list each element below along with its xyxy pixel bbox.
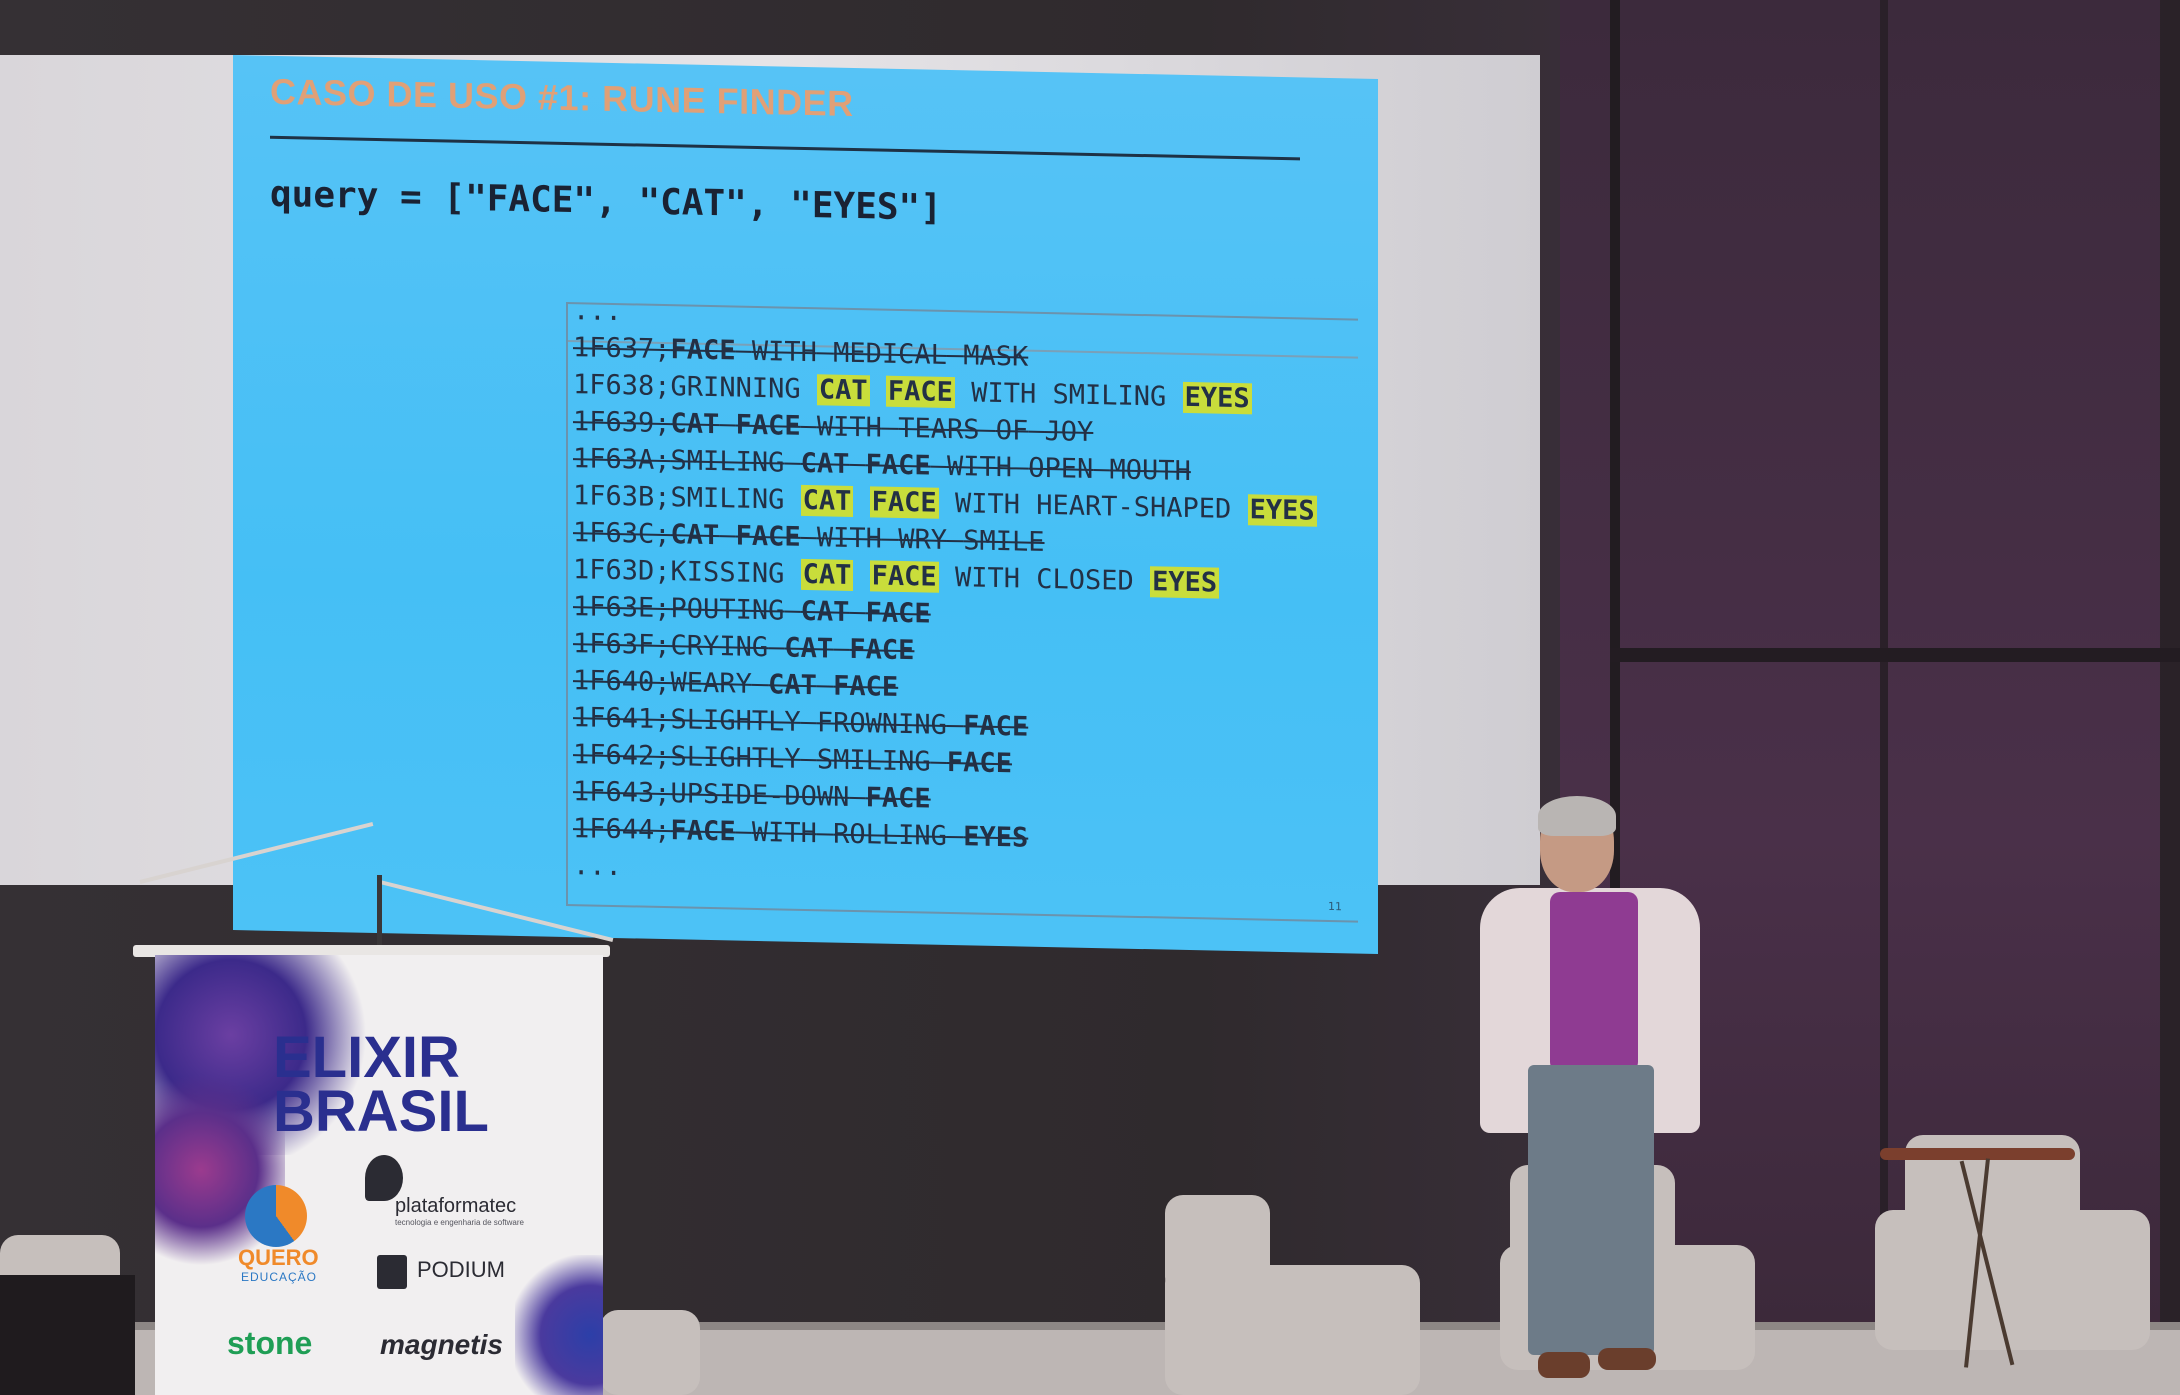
podium-logo: PODIUM xyxy=(417,1257,505,1282)
plataformatec-logo: plataformatec xyxy=(395,1195,517,1217)
magnetis-logo: magnetis xyxy=(380,1329,503,1360)
query-code: query = ["FACE", "CAT", "EYES"] xyxy=(270,173,942,229)
lounge-chair xyxy=(600,1310,700,1395)
plataformatec-tagline: tecnologia e engenharia de software xyxy=(395,1218,524,1227)
keyword-match: FACE xyxy=(670,815,736,848)
wall-seam xyxy=(1610,648,2180,662)
banner-title-line: ELIXIR xyxy=(273,1025,460,1090)
side-table xyxy=(1880,1148,2075,1160)
keyword-match: FACE xyxy=(946,746,1012,780)
keyword-match: FACE xyxy=(885,375,955,409)
keyword-match: CAT xyxy=(800,595,850,628)
keyword-match: EYES xyxy=(1150,566,1220,599)
quero-logo-icon xyxy=(245,1185,307,1247)
keyword-match: FACE xyxy=(869,560,939,593)
lounge-chair xyxy=(1165,1265,1420,1395)
monitor-stand xyxy=(0,1275,135,1395)
keyword-match: FACE xyxy=(865,449,931,482)
keyword-match: CAT xyxy=(670,408,720,441)
speaker xyxy=(1480,796,1710,1385)
keyword-match: FACE xyxy=(735,520,801,553)
banner-bar xyxy=(133,945,610,957)
keyword-match: CAT xyxy=(800,447,850,480)
slide-title: CASO DE USO #1: RUNE FINDER xyxy=(270,70,854,124)
keyword-match: FACE xyxy=(735,409,801,442)
speaker-jeans xyxy=(1528,1065,1654,1355)
keyword-match: EYES xyxy=(963,821,1029,854)
banner-title-line: BRASIL xyxy=(273,1079,489,1144)
wall-seam xyxy=(1610,0,1620,1395)
keyword-match: CAT xyxy=(816,374,870,407)
speaker-tshirt xyxy=(1550,892,1638,1072)
quero-subtitle: EDUCAÇÃO xyxy=(241,1270,318,1284)
event-banner: ELIXIR BRASIL plataformatec tecnologia e… xyxy=(155,955,603,1395)
keyword-match: FACE xyxy=(963,710,1029,743)
speaker-shoe xyxy=(1538,1352,1590,1378)
keyword-match: CAT xyxy=(768,669,817,702)
keyword-match: EYES xyxy=(1182,381,1252,415)
keyword-match: CAT xyxy=(800,558,854,591)
unicode-listing: ... 1F637;FACE WITH MEDICAL MASK 1F638;GR… xyxy=(573,292,1317,900)
keyword-match: FACE xyxy=(865,782,931,815)
banner-pole xyxy=(377,875,382,945)
keyword-match: EYES xyxy=(1247,494,1317,527)
keyword-match: CAT xyxy=(784,632,834,665)
quero-logo: QUERO xyxy=(238,1245,319,1270)
banner-title: ELIXIR BRASIL xyxy=(273,1025,489,1144)
keyword-match: FACE xyxy=(869,486,939,519)
keyword-match: CAT xyxy=(670,519,720,552)
speaker-hair xyxy=(1538,796,1616,836)
slide: CASO DE USO #1: RUNE FINDER query = ["FA… xyxy=(233,55,1378,954)
keyword-match: FACE xyxy=(833,670,899,703)
stage-edge xyxy=(0,1322,2180,1332)
wall-seam xyxy=(1880,0,1888,1395)
slide-page-number: 11 xyxy=(1328,899,1342,914)
keyword-match: CAT xyxy=(800,484,854,517)
stone-logo: stone xyxy=(227,1325,313,1361)
plataformatec-logo-icon xyxy=(365,1155,403,1201)
title-rule xyxy=(270,135,1300,161)
ink-splash xyxy=(515,1255,603,1395)
podium-logo-icon xyxy=(377,1255,407,1289)
keyword-match: FACE xyxy=(865,597,931,630)
keyword-match: FACE xyxy=(849,633,915,667)
lounge-chair xyxy=(1875,1210,2150,1350)
projection-screen: CASO DE USO #1: RUNE FINDER query = ["FA… xyxy=(0,55,1540,954)
speaker-shoe xyxy=(1598,1348,1656,1370)
keyword-match: FACE xyxy=(670,334,736,367)
